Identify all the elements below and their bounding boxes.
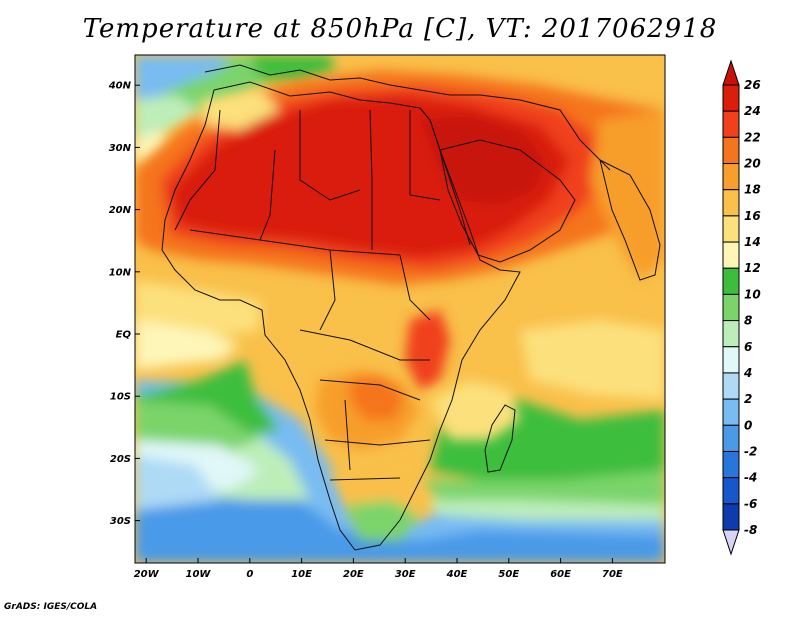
colorbar-label: 2 bbox=[744, 392, 752, 406]
colorbar-swatch bbox=[722, 346, 740, 374]
lat-tick-label: 10N bbox=[109, 267, 132, 278]
colorbar-label: -8 bbox=[744, 523, 757, 537]
colorbar-swatch bbox=[722, 267, 740, 295]
temperature-field bbox=[135, 55, 665, 563]
colorbar-swatch bbox=[722, 84, 740, 112]
colorbar-swatch bbox=[722, 424, 740, 452]
colorbar-label: 4 bbox=[743, 366, 752, 380]
colorbar-swatch bbox=[722, 450, 740, 479]
colorbar-swatch bbox=[722, 372, 740, 400]
coastlines-and-borders bbox=[161, 64, 661, 551]
colorbar-over-arrow bbox=[722, 59, 740, 86]
footer-credit: GrADS: IGES/COLA bbox=[4, 602, 98, 612]
lon-tick-label: 20W bbox=[134, 569, 160, 580]
colorbar-label: -4 bbox=[744, 471, 757, 485]
longitude-axis: 20W 10W 0 10E 20E 30E 40E 50E 60E 70E bbox=[134, 558, 623, 580]
colorbar-label: 14 bbox=[744, 235, 761, 249]
colorbar-swatch bbox=[722, 163, 740, 191]
colorbar-swatch bbox=[722, 320, 740, 348]
colorbar-swatch bbox=[722, 110, 740, 138]
colorbar-label: 0 bbox=[744, 418, 752, 432]
colorbar-swatch bbox=[722, 136, 740, 165]
lat-tick-label: 20S bbox=[110, 454, 131, 465]
colorbar-label: 24 bbox=[744, 104, 761, 118]
lat-tick-label: 40N bbox=[108, 81, 132, 92]
lon-tick-label: 30E bbox=[395, 569, 416, 580]
plot-frame bbox=[134, 54, 666, 564]
colorbar-swatch bbox=[722, 398, 740, 426]
map-title: Temperature at 850hPa [C], VT: 201706291… bbox=[82, 14, 718, 44]
colorbar-label: 16 bbox=[744, 209, 761, 223]
colorbar-label: 12 bbox=[744, 261, 761, 275]
colorbar-swatch bbox=[722, 189, 740, 217]
lon-tick-label: 10W bbox=[186, 569, 212, 580]
lon-tick-label: 10E bbox=[291, 569, 312, 580]
colorbar-label: -2 bbox=[744, 444, 757, 458]
lon-tick-label: 0 bbox=[246, 569, 253, 580]
lat-tick-label: 10S bbox=[110, 392, 131, 403]
colorbar-label: 22 bbox=[744, 130, 761, 144]
colorbar-swatch bbox=[722, 215, 740, 243]
colorbar-swatch bbox=[722, 293, 740, 322]
lat-tick-label: EQ bbox=[116, 330, 132, 341]
colorbar-label: 6 bbox=[744, 340, 752, 354]
colorbar-label: 20 bbox=[744, 157, 761, 171]
colorbar-swatch bbox=[722, 477, 740, 505]
colorbar-swatch bbox=[722, 241, 740, 269]
colorbar-label: 10 bbox=[744, 287, 761, 301]
colorbar-under-arrow bbox=[722, 529, 740, 556]
lat-tick-label: 30S bbox=[110, 516, 131, 527]
colorbar-label: 18 bbox=[744, 183, 761, 197]
colorbar-label: 8 bbox=[744, 314, 752, 328]
lat-tick-label: 20N bbox=[109, 205, 132, 216]
latitude-axis: 40N 30N 20N 10N EQ 10S 20S 30S bbox=[108, 81, 140, 527]
lat-tick-label: 30N bbox=[109, 143, 132, 154]
lon-tick-label: 60E bbox=[550, 569, 571, 580]
lon-tick-label: 40E bbox=[446, 569, 468, 580]
lon-tick-label: 70E bbox=[602, 569, 623, 580]
colorbar-label: -6 bbox=[744, 497, 757, 511]
lon-tick-label: 50E bbox=[498, 569, 519, 580]
lon-tick-label: 20E bbox=[343, 569, 364, 580]
colorbar-swatch bbox=[722, 503, 740, 531]
colorbar-label: 26 bbox=[744, 78, 761, 92]
